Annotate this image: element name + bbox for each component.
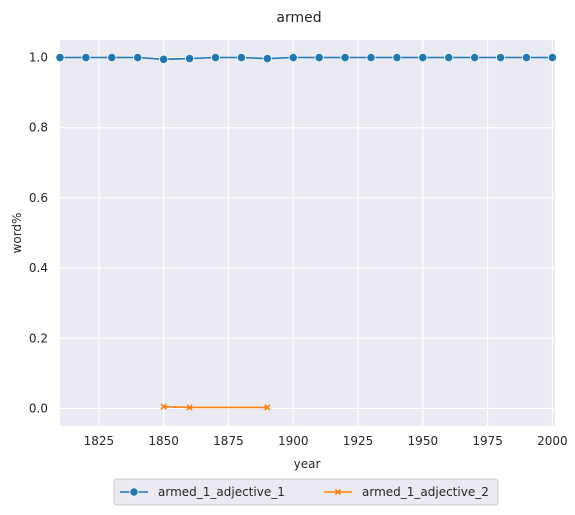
data-point xyxy=(366,52,376,63)
chart-title: armed xyxy=(276,10,321,26)
data-point xyxy=(262,53,272,64)
x-tick-label: 1850 xyxy=(148,434,179,448)
legend-marker xyxy=(129,487,139,497)
series-line xyxy=(163,405,268,409)
y-tick-label: 1.0 xyxy=(29,51,48,65)
series-armed_1_adjective_2 xyxy=(160,403,271,411)
x-tick-label: 2000 xyxy=(537,434,568,448)
y-tick-label: 0.6 xyxy=(29,191,48,205)
data-point xyxy=(159,54,169,64)
data-point xyxy=(81,52,91,63)
y-tick-label: 0.4 xyxy=(29,261,48,275)
data-point xyxy=(288,52,298,63)
data-point xyxy=(236,52,247,63)
series-layer xyxy=(55,52,558,411)
data-point xyxy=(107,52,117,63)
y-axis-label: word% xyxy=(10,213,24,254)
plot-area xyxy=(60,40,555,426)
legend-label: armed_1_adjective_1 xyxy=(158,485,285,499)
x-tick-label: 1950 xyxy=(408,434,439,448)
x-tick-labels: 1825 1850 1875 1900 1925 1950 1975 2000 xyxy=(84,434,568,448)
data-point xyxy=(340,52,350,63)
y-tick-label: 0.0 xyxy=(29,401,48,415)
legend-item: armed_1_adjective_1 xyxy=(120,485,285,499)
data-point xyxy=(264,404,271,411)
legend-marker xyxy=(334,488,342,496)
data-point xyxy=(210,52,221,63)
data-point xyxy=(392,52,402,63)
x-tick-label: 1900 xyxy=(278,434,309,448)
data-point xyxy=(184,53,195,64)
data-point xyxy=(418,52,428,63)
data-point xyxy=(521,52,532,63)
data-point xyxy=(133,52,143,63)
series-armed_1_adjective_1 xyxy=(55,52,558,64)
x-tick-label: 1875 xyxy=(213,434,244,448)
x-tick-label: 1925 xyxy=(343,434,374,448)
y-tick-label: 0.8 xyxy=(29,121,48,135)
data-point xyxy=(160,403,167,410)
data-point xyxy=(314,52,324,63)
data-point xyxy=(547,52,558,63)
x-axis-label: year xyxy=(294,457,321,471)
x-tick-label: 1975 xyxy=(472,434,503,448)
data-point xyxy=(186,404,193,411)
legend-box xyxy=(113,478,499,506)
data-point xyxy=(444,52,454,63)
data-point xyxy=(55,52,65,63)
x-tick-label: 1825 xyxy=(84,434,115,448)
data-point xyxy=(470,52,480,63)
y-tick-labels: 0.0 0.2 0.4 0.6 0.8 1.0 xyxy=(29,51,48,416)
legend: armed_1_adjective_1 armed_1_adjective_2 xyxy=(113,478,499,506)
data-point xyxy=(495,52,506,63)
legend-item: armed_1_adjective_2 xyxy=(324,485,489,499)
legend-label: armed_1_adjective_2 xyxy=(362,485,489,499)
y-tick-label: 0.2 xyxy=(29,331,48,345)
